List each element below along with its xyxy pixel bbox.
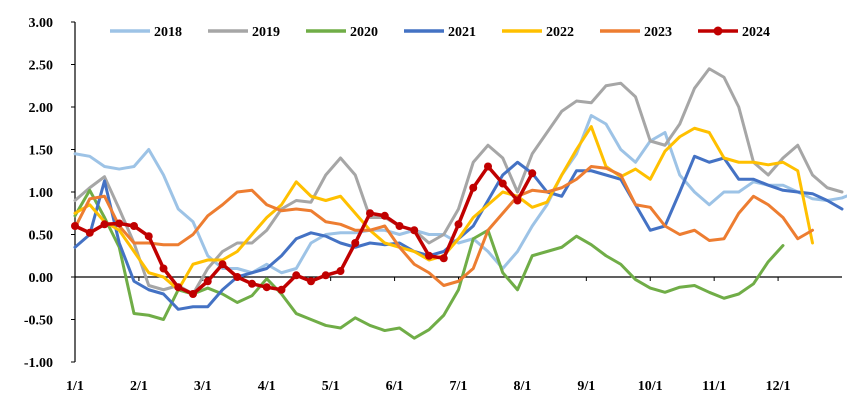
x-tick-label: 5/1: [322, 379, 340, 394]
data-point-2024: [439, 254, 448, 263]
data-point-2024: [174, 283, 183, 292]
legend-marker: [713, 26, 723, 36]
series-line-2024: [73, 164, 534, 296]
legend-label: 2023: [644, 25, 672, 40]
data-point-2024: [115, 219, 124, 228]
legend-item-2020: 2020: [306, 25, 378, 40]
x-tick-label: 9/1: [577, 379, 595, 394]
series-line-2023: [73, 165, 814, 287]
data-point-2024: [425, 251, 433, 260]
legend-label: 2018: [154, 25, 182, 40]
data-point-2024: [159, 264, 168, 273]
data-point-2024: [351, 239, 360, 247]
data-point-2024: [85, 228, 94, 237]
data-point-2024: [277, 285, 286, 294]
x-tick-label: 1/1: [66, 379, 84, 394]
legend-label: 2021: [448, 25, 476, 40]
y-tick-label: 0.50: [29, 229, 54, 244]
y-tick-label: -1.00: [24, 356, 53, 371]
y-axis-ticks: 3.00 2.50 2.00 1.50 1.00 0.50 0.00 -0.50 -1.00: [24, 16, 75, 371]
y-tick-label: 1.00: [29, 186, 54, 201]
data-point-2024: [498, 179, 507, 188]
data-point-2024: [233, 273, 242, 281]
legend-label: 2019: [252, 25, 280, 40]
x-axis-ticks: 1/1 2/1 3/1 4/1 5/1 6/1 7/1 8/1 9/1 10/1 11/1 12/1: [66, 277, 791, 394]
series-2022: [73, 125, 814, 292]
legend-item-2022: 2022: [502, 25, 574, 40]
data-point-2024: [410, 226, 419, 235]
series-line-2022: [73, 125, 814, 292]
y-tick-label: 1.50: [29, 144, 54, 159]
legend-item-2024: 2024: [698, 25, 770, 40]
data-point-2024: [380, 211, 389, 220]
legend-label: 2020: [350, 25, 378, 40]
x-tick-label: 7/1: [450, 379, 468, 394]
data-point-2024: [189, 290, 197, 298]
y-tick-label: -0.50: [24, 314, 53, 329]
data-point-2024: [484, 162, 492, 171]
y-tick-label: 2.00: [29, 101, 54, 116]
data-point-2024: [366, 209, 374, 218]
data-point-2024: [469, 183, 478, 192]
legend-label: 2022: [546, 25, 574, 40]
data-point-2024: [130, 222, 138, 230]
series-2018: [73, 114, 847, 275]
data-point-2024: [218, 260, 227, 269]
x-tick-label: 4/1: [258, 379, 276, 394]
legend-item-2021: 2021: [404, 25, 476, 40]
data-point-2024: [321, 271, 330, 280]
data-point-2024: [292, 271, 301, 280]
x-tick-label: 2/1: [130, 379, 148, 394]
legend-label: 2024: [742, 25, 770, 40]
data-point-2024: [336, 267, 345, 276]
data-point-2024: [144, 232, 153, 241]
data-point-2024: [100, 220, 109, 229]
data-point-2024: [395, 222, 404, 230]
x-tick-label: 10/1: [638, 379, 663, 394]
data-point-2024: [307, 277, 315, 286]
series-2024: [71, 162, 537, 298]
series-2019: [73, 67, 844, 296]
data-point-2024: [262, 283, 271, 292]
series-line-2019: [73, 67, 844, 296]
series-2023: [73, 165, 814, 287]
series-line-2018: [73, 114, 847, 275]
x-tick-label: 6/1: [386, 379, 404, 394]
data-point-2024: [528, 169, 537, 178]
data-point-2024: [248, 279, 256, 288]
data-point-2024: [454, 220, 463, 229]
x-tick-label: 12/1: [766, 379, 791, 394]
legend: 2018 2019 2020 2021 2022 2023 2024: [110, 25, 770, 40]
legend-item-2018: 2018: [110, 25, 182, 40]
y-tick-label: 0.00: [29, 271, 54, 286]
series-layer: [71, 67, 847, 340]
x-tick-label: 11/1: [702, 379, 726, 394]
y-tick-label: 2.50: [29, 59, 54, 74]
legend-item-2023: 2023: [600, 25, 672, 40]
y-tick-label: 3.00: [29, 16, 54, 31]
data-point-2024: [513, 196, 522, 205]
x-tick-label: 8/1: [513, 379, 531, 394]
legend-item-2019: 2019: [208, 25, 280, 40]
data-point-2024: [203, 277, 212, 286]
data-point-2024: [71, 222, 79, 230]
x-tick-label: 3/1: [194, 379, 212, 394]
